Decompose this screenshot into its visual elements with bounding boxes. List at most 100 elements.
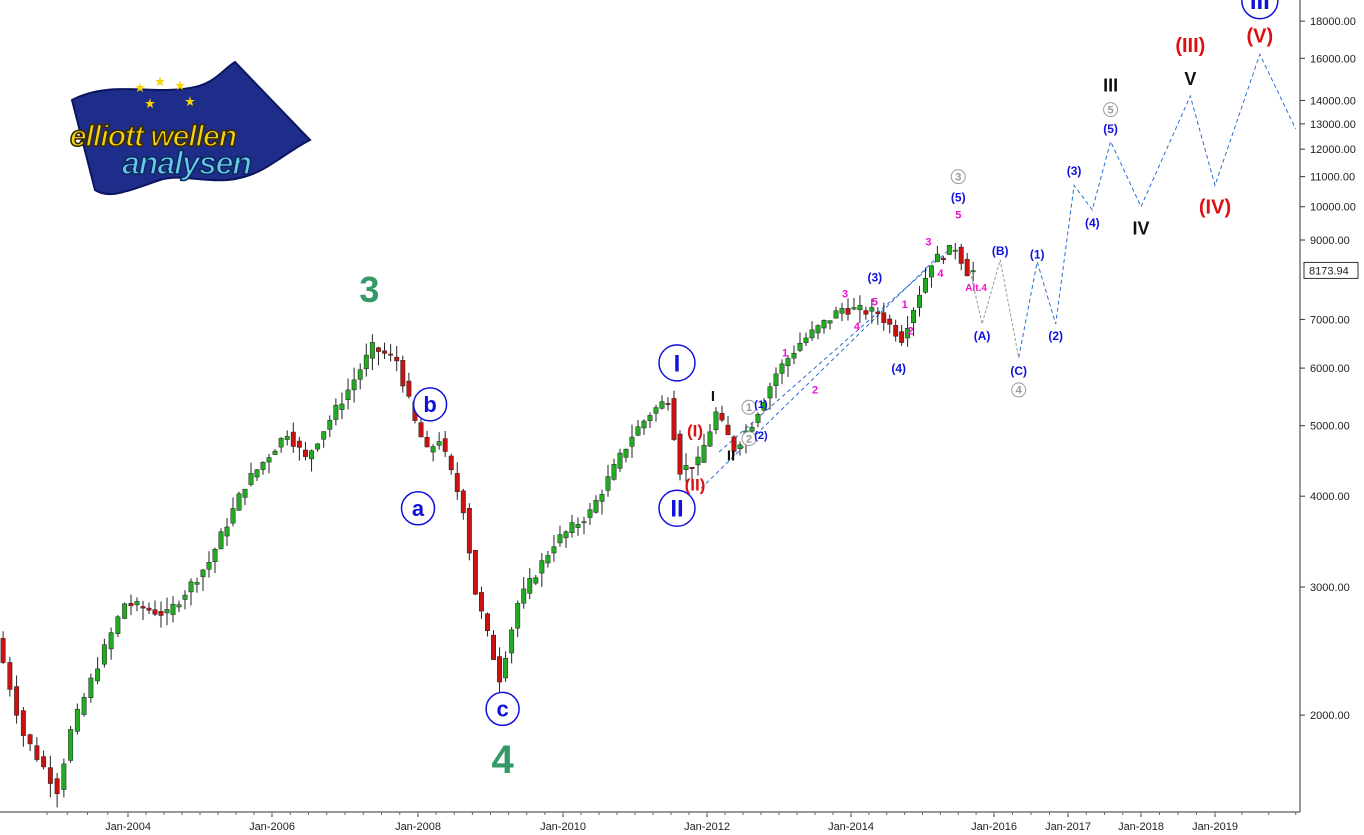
candle (230, 497, 236, 527)
candle (869, 298, 875, 324)
wave-label: (V) (1246, 25, 1273, 47)
wave-label: 4 (937, 268, 944, 280)
candle (659, 395, 665, 410)
candle (321, 431, 327, 448)
wave-label: III (1103, 75, 1118, 95)
candle (581, 516, 587, 535)
wave-label-circle (741, 399, 757, 415)
wave-label-text: (3) (867, 270, 882, 284)
candle (964, 252, 970, 277)
wave-label-text: (V) (1246, 25, 1273, 47)
wave-label: III (1241, 0, 1279, 20)
logo-line1: elliott wellen (70, 120, 237, 153)
wave-label: 5 (872, 297, 878, 309)
candle (539, 553, 545, 587)
candle (430, 444, 436, 462)
candle (400, 355, 406, 393)
wave-label: (2) (1048, 329, 1063, 343)
wave-label-text: c (496, 697, 508, 722)
candle (454, 462, 460, 500)
candle (327, 415, 333, 438)
y-tick-label: 16000.00 (1310, 53, 1356, 65)
wave-label: (5) (951, 191, 966, 205)
candle (857, 295, 863, 324)
wave-label: (1) (1030, 248, 1045, 262)
wave-label: (IV) (1199, 197, 1231, 219)
candle (599, 489, 605, 515)
y-tick-label: 12000.00 (1310, 144, 1356, 156)
wave-label-text: 3 (925, 237, 931, 249)
candle (605, 464, 611, 497)
candle (351, 367, 357, 403)
wave-label: I (658, 344, 696, 382)
wave-label: 2 (741, 431, 757, 447)
candle (641, 419, 647, 435)
wave-label: (III) (1175, 35, 1205, 57)
candle (527, 568, 533, 600)
wave-label: IV (1132, 218, 1149, 238)
candle (27, 733, 33, 752)
wave-label: c (485, 691, 520, 727)
x-tick-label: Jan-2012 (684, 821, 730, 833)
flag-shape (70, 60, 312, 196)
candle (713, 407, 719, 434)
candle (418, 418, 424, 438)
candle (7, 656, 13, 697)
candle (134, 597, 140, 612)
candle (611, 458, 617, 481)
wave-label-circle (400, 491, 436, 526)
wave-label: II (727, 448, 735, 465)
y-tick-label: 5000.00 (1310, 421, 1350, 433)
elliott-wellen-analysen-logo: elliott wellen analysen (69, 60, 312, 196)
candle (617, 448, 623, 472)
candle (863, 306, 869, 320)
y-tick-label: 4000.00 (1310, 491, 1350, 503)
candle (905, 315, 911, 347)
candle (797, 332, 803, 352)
candle (81, 693, 87, 717)
candle (466, 503, 472, 561)
forecast-blue-path (1018, 53, 1297, 358)
wave-label-circle (412, 387, 448, 422)
wave-label-text: (1) (1030, 248, 1045, 262)
wave-label: II (658, 489, 696, 528)
candle (683, 453, 689, 483)
wave-label: (3) (867, 270, 882, 284)
wave-label-circle (1103, 102, 1119, 118)
wave-label: Alt.4 (965, 283, 987, 294)
candle (773, 367, 779, 399)
candle (946, 245, 952, 255)
candle (521, 576, 527, 609)
candle (472, 549, 478, 596)
wave-label: 4 (1011, 382, 1027, 398)
candle (940, 255, 946, 264)
candle (623, 448, 629, 463)
candle (108, 627, 114, 660)
wave-label: b (412, 387, 448, 422)
candle (61, 758, 67, 798)
wave-label-text: Alt.4 (965, 283, 987, 294)
candle (260, 461, 266, 475)
wave-label-text: 5 (1108, 104, 1114, 116)
wave-label-text: (IV) (1199, 197, 1231, 219)
candle (563, 530, 569, 548)
y-tick-label: 18000.00 (1310, 16, 1356, 28)
wave-label-text: 2 (812, 385, 818, 397)
candle (569, 514, 575, 538)
wave-label-circle (658, 344, 696, 382)
x-tick-label: Jan-2014 (828, 821, 874, 833)
candle (158, 601, 164, 628)
wave-label-text: (A) (974, 329, 991, 343)
candle (695, 446, 701, 476)
candle (339, 392, 345, 420)
wave-label-text: (4) (891, 361, 906, 375)
wave-label: 3 (950, 169, 966, 185)
candle (357, 363, 363, 390)
candle (122, 602, 128, 620)
last-price-label: 8173.94 (1309, 265, 1349, 277)
wave-label-text: 2 (746, 433, 752, 445)
x-tick-label: Jan-2006 (249, 821, 295, 833)
wave-label: 1 (782, 348, 788, 360)
wave-label: 4 (854, 321, 861, 333)
candle (212, 547, 218, 574)
